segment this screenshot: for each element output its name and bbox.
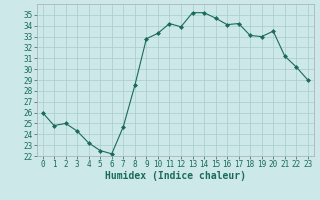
X-axis label: Humidex (Indice chaleur): Humidex (Indice chaleur) bbox=[105, 171, 246, 181]
